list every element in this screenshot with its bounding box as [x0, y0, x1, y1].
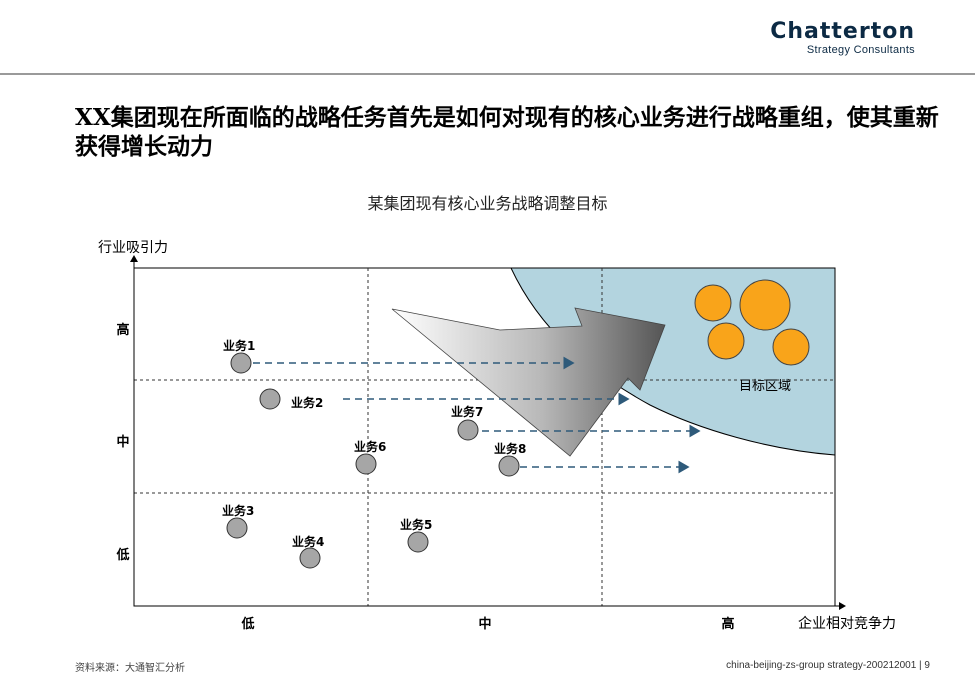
- chart-title: 某集团现有核心业务战略调整目标: [367, 194, 608, 213]
- x-level-high: 高: [721, 616, 734, 632]
- business-label-1: 业务1: [223, 338, 255, 353]
- x-level-mid: 中: [478, 616, 491, 632]
- business-label-4: 业务4: [292, 534, 324, 549]
- business-circle-7: [457, 419, 479, 441]
- y-level-low: 低: [115, 547, 129, 563]
- target-circle: [739, 279, 791, 331]
- header-divider: [0, 73, 975, 75]
- y-level-high: 高: [116, 322, 129, 338]
- target-circle: [707, 322, 745, 360]
- x-axis-title: 企业相对竞争力: [798, 615, 896, 631]
- target-circle: [694, 284, 732, 322]
- business-circle-2: [259, 388, 281, 410]
- business-label-8: 业务8: [494, 441, 526, 456]
- business-label-7: 业务7: [451, 404, 483, 419]
- business-circle-5: [407, 531, 429, 553]
- company-logo: Chatterton Strategy Consultants: [770, 19, 915, 57]
- business-label-5: 业务5: [400, 517, 432, 532]
- big-strategy-arrow: [391, 307, 666, 457]
- footer-reference: china-beijing-zs-group strategy-20021200…: [726, 660, 930, 671]
- target-circle: [772, 328, 810, 366]
- logo-name: Chatterton: [770, 19, 915, 44]
- x-level-low: 低: [240, 616, 254, 632]
- business-circle-4: [299, 547, 321, 569]
- logo-subtitle: Strategy Consultants: [806, 44, 915, 56]
- y-axis-title: 行业吸引力: [98, 239, 168, 255]
- business-label-3: 业务3: [222, 503, 254, 518]
- business-circle-6: [355, 453, 377, 475]
- target-region-label: 目标区域: [739, 378, 791, 393]
- business-label-2: 业务2: [291, 395, 323, 410]
- page-title: XX集团现在所面临的战略任务首先是如何对现有的核心业务进行战略重组，使其重新获得…: [75, 104, 939, 160]
- footer-source: 资料来源：大通智汇分析: [75, 663, 185, 674]
- y-level-mid: 中: [116, 434, 129, 450]
- business-circle-1: [230, 352, 252, 374]
- business-label-6: 业务6: [354, 439, 386, 454]
- business-circle-3: [226, 517, 248, 539]
- business-circle-8: [498, 455, 520, 477]
